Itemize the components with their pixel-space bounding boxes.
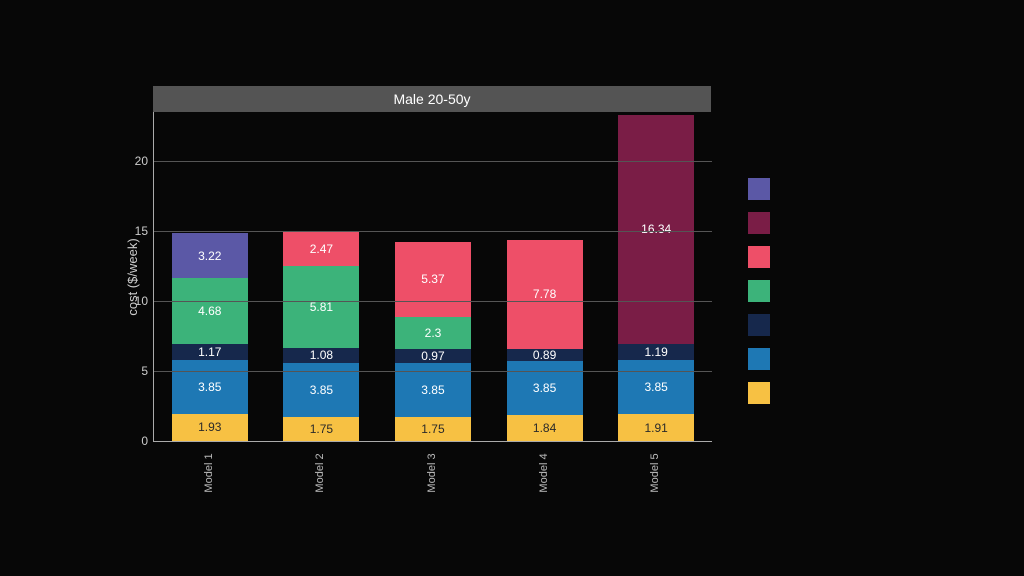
- bar-segment: 5.37: [395, 242, 471, 317]
- chart-title: Male 20-50y: [393, 91, 470, 107]
- bar: 3.224.681.173.851.93: [172, 233, 248, 441]
- cost-chart: Male 20-50y cost ($/week) 3.224.681.173.…: [153, 86, 711, 481]
- bar: 7.780.893.851.84: [507, 240, 583, 441]
- bar-segment: 1.17: [172, 344, 248, 360]
- legend-swatch: [748, 314, 770, 336]
- gridline: [154, 371, 712, 372]
- bar: 2.475.811.083.851.75: [283, 232, 359, 441]
- bar-segment: 0.89: [507, 349, 583, 361]
- y-tick-label: 0: [120, 434, 148, 448]
- legend-swatch: [748, 178, 770, 200]
- bar-segment: 3.85: [507, 361, 583, 415]
- x-tick-label: Model 2: [314, 435, 326, 511]
- bar-segment: 3.85: [618, 360, 694, 414]
- plot-area: cost ($/week) 3.224.681.173.851.932.475.…: [153, 112, 712, 442]
- bar: 5.372.30.973.851.75: [395, 242, 471, 441]
- bar-segment: 4.68: [172, 278, 248, 344]
- legend-swatch: [748, 212, 770, 234]
- chart-title-band: Male 20-50y: [153, 86, 711, 112]
- bar-segment: 7.78: [507, 240, 583, 349]
- gridline: [154, 161, 712, 162]
- legend-swatch: [748, 382, 770, 404]
- bar: 16.341.193.851.91: [618, 115, 694, 441]
- legend-swatch: [748, 348, 770, 370]
- y-tick-label: 20: [120, 154, 148, 168]
- legend-swatch: [748, 280, 770, 302]
- y-tick-label: 5: [120, 364, 148, 378]
- bar-segment: 2.3: [395, 317, 471, 349]
- legend: [748, 178, 770, 404]
- x-tick-label: Model 4: [538, 435, 550, 511]
- x-tick-label: Model 1: [203, 435, 215, 511]
- legend-swatch: [748, 246, 770, 268]
- bar-segment: 16.34: [618, 115, 694, 344]
- bar-segment: 1.19: [618, 344, 694, 361]
- bar-segment: 0.97: [395, 349, 471, 363]
- y-tick-label: 10: [120, 294, 148, 308]
- bar-segment: 3.85: [172, 360, 248, 414]
- bar-segment: 2.47: [283, 232, 359, 267]
- bar-segment: 3.22: [172, 233, 248, 278]
- x-tick-label: Model 5: [649, 435, 661, 511]
- bar-segment: 5.81: [283, 266, 359, 347]
- x-tick-label: Model 3: [426, 435, 438, 511]
- gridline: [154, 301, 712, 302]
- y-tick-label: 15: [120, 224, 148, 238]
- x-axis-labels: Model 1Model 2Model 3Model 4Model 5: [153, 447, 711, 479]
- bar-segment: 1.08: [283, 348, 359, 363]
- gridline: [154, 231, 712, 232]
